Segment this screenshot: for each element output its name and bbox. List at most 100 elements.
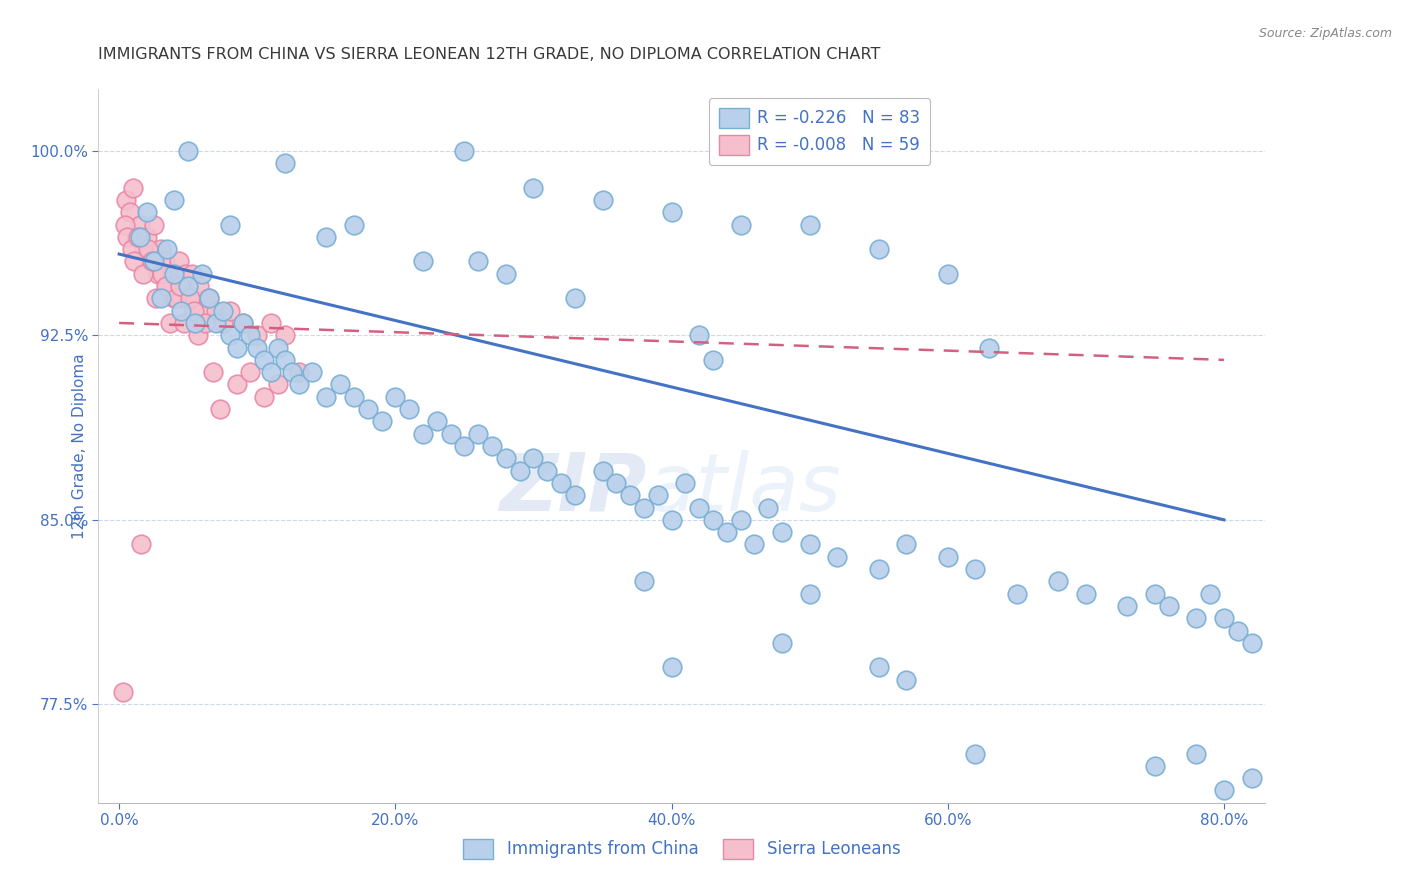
Point: [132, 242, 155, 256]
Point: [357, 402, 380, 417]
Point: [281, 365, 304, 379]
Point: [239, 365, 262, 379]
Point: [453, 439, 475, 453]
Text: Source: ZipAtlas.com: Source: ZipAtlas.com: [1258, 27, 1392, 40]
Point: [965, 747, 987, 761]
Point: [633, 500, 655, 515]
Point: [287, 377, 309, 392]
Point: [343, 218, 366, 232]
Point: [770, 525, 793, 540]
Point: [202, 365, 225, 379]
Point: [592, 193, 614, 207]
Point: [218, 328, 240, 343]
Point: [135, 230, 157, 244]
Point: [142, 218, 165, 232]
Point: [936, 267, 959, 281]
Point: [592, 464, 614, 478]
Point: [260, 316, 283, 330]
Point: [204, 316, 226, 330]
Point: [136, 242, 159, 256]
Point: [142, 254, 165, 268]
Point: [896, 673, 918, 687]
Point: [274, 352, 297, 367]
Point: [204, 303, 226, 318]
Point: [384, 390, 406, 404]
Point: [605, 475, 627, 490]
Point: [688, 500, 710, 515]
Point: [187, 328, 209, 343]
Point: [495, 267, 517, 281]
Point: [661, 660, 683, 674]
Point: [756, 500, 779, 515]
Point: [799, 537, 821, 551]
Point: [564, 488, 586, 502]
Point: [522, 451, 544, 466]
Point: [1199, 587, 1222, 601]
Point: [141, 254, 163, 268]
Point: [125, 230, 148, 244]
Y-axis label: 12th Grade, No Diploma: 12th Grade, No Diploma: [72, 353, 87, 539]
Point: [191, 303, 214, 318]
Point: [1005, 587, 1028, 601]
Point: [128, 230, 150, 244]
Point: [208, 402, 231, 417]
Point: [253, 390, 276, 404]
Point: [179, 291, 201, 305]
Point: [439, 426, 461, 441]
Point: [370, 414, 392, 428]
Point: [145, 291, 167, 305]
Point: [661, 205, 683, 219]
Point: [114, 218, 136, 232]
Point: [1213, 783, 1236, 797]
Point: [936, 549, 959, 564]
Point: [194, 316, 217, 330]
Point: [188, 279, 211, 293]
Point: [129, 537, 152, 551]
Point: [117, 230, 139, 244]
Point: [211, 303, 233, 318]
Point: [184, 316, 207, 330]
Point: [112, 685, 135, 699]
Point: [127, 230, 149, 244]
Point: [239, 328, 262, 343]
Point: [159, 316, 181, 330]
Point: [146, 267, 169, 281]
Point: [979, 341, 1001, 355]
Point: [184, 291, 207, 305]
Point: [688, 328, 710, 343]
Point: [139, 254, 162, 268]
Point: [1143, 759, 1166, 773]
Point: [156, 242, 179, 256]
Point: [1143, 587, 1166, 601]
Point: [131, 267, 153, 281]
Point: [730, 513, 752, 527]
Point: [232, 316, 254, 330]
Point: [426, 414, 449, 428]
Point: [260, 365, 283, 379]
Point: [120, 205, 142, 219]
Legend: Immigrants from China, Sierra Leoneans: Immigrants from China, Sierra Leoneans: [457, 832, 907, 866]
Point: [218, 218, 240, 232]
Point: [896, 537, 918, 551]
Point: [160, 267, 183, 281]
Point: [167, 254, 190, 268]
Point: [183, 303, 205, 318]
Point: [115, 193, 138, 207]
Point: [716, 525, 738, 540]
Point: [135, 205, 157, 219]
Point: [274, 156, 297, 170]
Point: [198, 291, 221, 305]
Point: [149, 242, 172, 256]
Point: [467, 254, 489, 268]
Point: [246, 328, 269, 343]
Point: [218, 303, 240, 318]
Point: [163, 291, 186, 305]
Point: [155, 279, 177, 293]
Point: [170, 303, 193, 318]
Point: [122, 180, 145, 194]
Point: [267, 341, 290, 355]
Point: [550, 475, 572, 490]
Point: [1226, 624, 1249, 638]
Point: [965, 562, 987, 576]
Point: [398, 402, 420, 417]
